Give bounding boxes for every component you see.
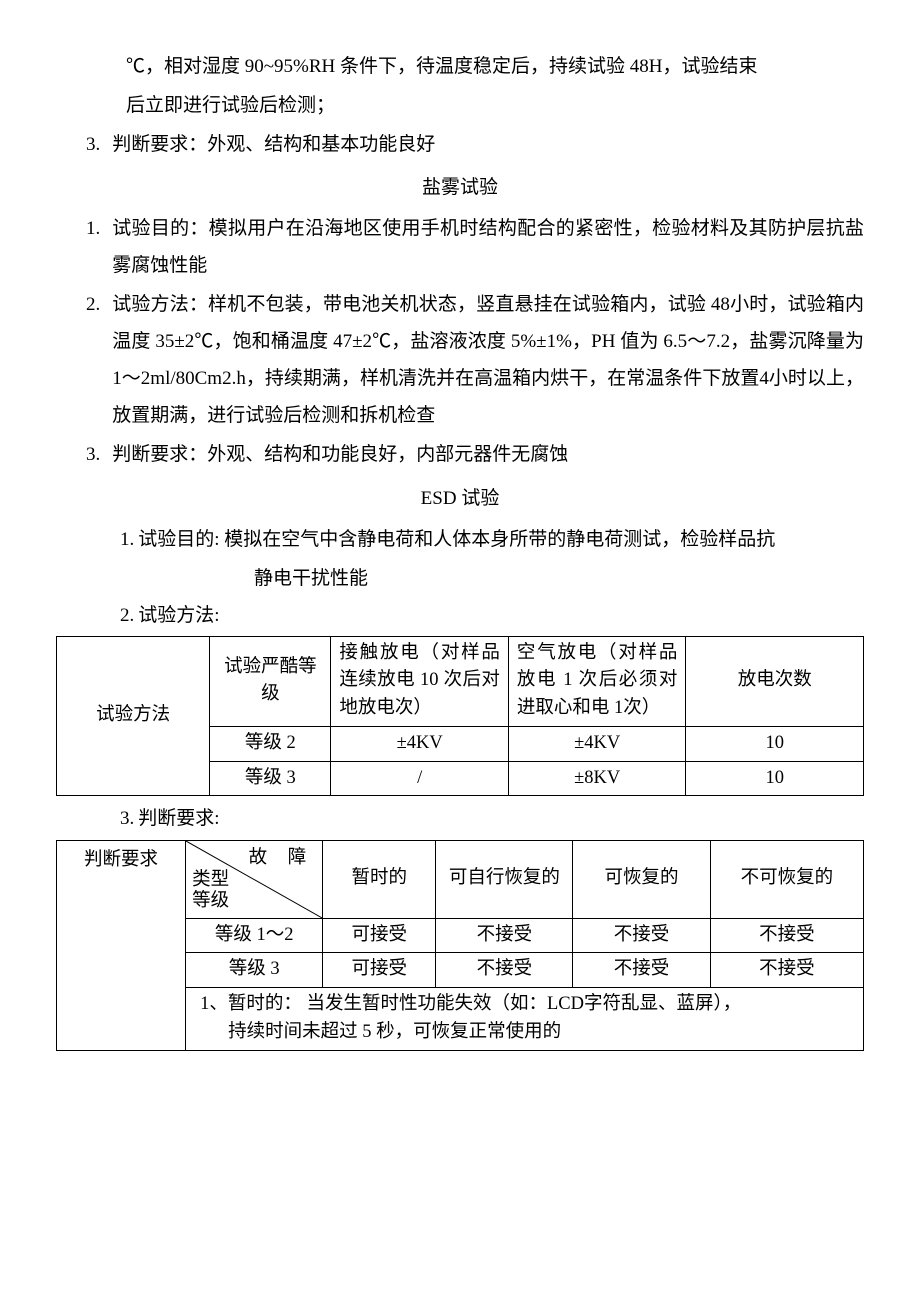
list-number: 3. — [56, 126, 100, 163]
list-body: 判断要求：外观、结构和功能良好，内部元器件无腐蚀 — [100, 436, 864, 473]
salt-fog-title: 盐雾试验 — [56, 169, 864, 206]
cell: 不接受 — [436, 918, 573, 953]
esd-item-1-cont: 静电干扰性能 — [120, 560, 864, 597]
cell: / — [331, 761, 509, 796]
table-row: 试验方法 试验严酷等级 接触放电（对样品连续放电 10 次后对地放电次） 空气放… — [57, 636, 864, 726]
list-number: 1. — [56, 210, 100, 284]
cell: 可接受 — [323, 953, 436, 988]
cell: 不接受 — [710, 953, 863, 988]
cell-air-header: 空气放电（对样品放电 1 次后必须对进取心和电 1次） — [508, 636, 686, 726]
cell: 10 — [686, 726, 864, 761]
salt-item-2: 2. 试验方法：样机不包装，带电池关机状态，竖直悬挂在试验箱内，试验 48小时，… — [56, 286, 864, 434]
top-item-3: 3. 判断要求：外观、结构和基本功能良好 — [56, 126, 864, 163]
cell: 不接受 — [573, 953, 710, 988]
esd-item-3: 3. 判断要求: — [120, 800, 864, 837]
esd-item-1: 1. 试验目的: 模拟在空气中含静电荷和人体本身所带的静电荷测试，检验样品抗 — [120, 521, 864, 558]
cell: 可接受 — [323, 918, 436, 953]
esd-title: ESD 试验 — [56, 480, 864, 517]
list-number: 2. — [120, 597, 134, 634]
note-line-2: 持续时间未超过 5 秒，可恢复正常使用的 — [200, 1019, 857, 1047]
cell: 等级 3 — [186, 953, 323, 988]
cell: 可恢复的 — [573, 840, 710, 918]
cell: ±4KV — [331, 726, 509, 761]
list-body: 试验方法：样机不包装，带电池关机状态，竖直悬挂在试验箱内，试验 48小时，试验箱… — [100, 286, 864, 434]
list-number: 3. — [56, 436, 100, 473]
cell: 不接受 — [436, 953, 573, 988]
note-cell: 1、暂时的： 当发生暂时性功能失效（如：LCD字符乱显、蓝屏）， 持续时间未超过… — [186, 988, 864, 1051]
salt-item-1: 1. 试验目的：模拟用户在沿海地区使用手机时结构配合的紧密性，检验材料及其防护层… — [56, 210, 864, 284]
salt-item-3: 3. 判断要求：外观、结构和功能良好，内部元器件无腐蚀 — [56, 436, 864, 473]
esd-item-2: 2. 试验方法: — [120, 597, 864, 634]
cell: ±4KV — [508, 726, 686, 761]
list-body: 试验目的: 模拟在空气中含静电荷和人体本身所带的静电荷测试，检验样品抗 — [134, 521, 864, 558]
diag-bot-label: 等级 — [192, 888, 229, 916]
diag-top-label: 故 障 — [249, 845, 315, 873]
cell: 10 — [686, 761, 864, 796]
esd-method-table: 试验方法 试验严酷等级 接触放电（对样品连续放电 10 次后对地放电次） 空气放… — [56, 636, 864, 797]
cell-level-header: 试验严酷等级 — [210, 636, 331, 726]
cell-method: 试验方法 — [57, 636, 210, 796]
cell: 不接受 — [573, 918, 710, 953]
cell: 等级 1～2 — [186, 918, 323, 953]
cell-contact-header: 接触放电（对样品连续放电 10 次后对地放电次） — [331, 636, 509, 726]
cell: 可自行恢复的 — [436, 840, 573, 918]
cell: 不可恢复的 — [710, 840, 863, 918]
cell: ±8KV — [508, 761, 686, 796]
cell: 等级 3 — [210, 761, 331, 796]
table-row: 判断要求 故 障 类型 等级 暂时的 可自行恢复的 可恢复的 不可恢复的 — [57, 840, 864, 918]
cell: 等级 2 — [210, 726, 331, 761]
esd-judgment-table: 判断要求 故 障 类型 等级 暂时的 可自行恢复的 可恢复的 不可恢复的 等级 … — [56, 840, 864, 1051]
list-number: 1. — [120, 521, 134, 558]
list-body: 判断要求: — [134, 800, 864, 837]
list-number: 3. — [120, 800, 134, 837]
cell: 不接受 — [710, 918, 863, 953]
list-number: 2. — [56, 286, 100, 434]
cell: 暂时的 — [323, 840, 436, 918]
list-body: 试验目的：模拟用户在沿海地区使用手机时结构配合的紧密性，检验材料及其防护层抗盐雾… — [100, 210, 864, 284]
list-body: 判断要求：外观、结构和基本功能良好 — [100, 126, 864, 163]
diagonal-header-cell: 故 障 类型 等级 — [186, 840, 323, 918]
cell-count-header: 放电次数 — [686, 636, 864, 726]
list-body: 试验方法: — [134, 597, 864, 634]
continuation-line-1: ℃，相对湿度 90~95%RH 条件下，待温度稳定后，持续试验 48H，试验结束 — [56, 48, 864, 85]
continuation-line-2: 后立即进行试验后检测； — [56, 87, 864, 124]
note-line-1: 1、暂时的： 当发生暂时性功能失效（如：LCD字符乱显、蓝屏）， — [200, 991, 857, 1019]
cell-judgment: 判断要求 — [57, 840, 186, 1050]
